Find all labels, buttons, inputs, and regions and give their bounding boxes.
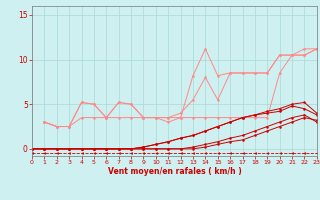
X-axis label: Vent moyen/en rafales ( km/h ): Vent moyen/en rafales ( km/h ): [108, 167, 241, 176]
